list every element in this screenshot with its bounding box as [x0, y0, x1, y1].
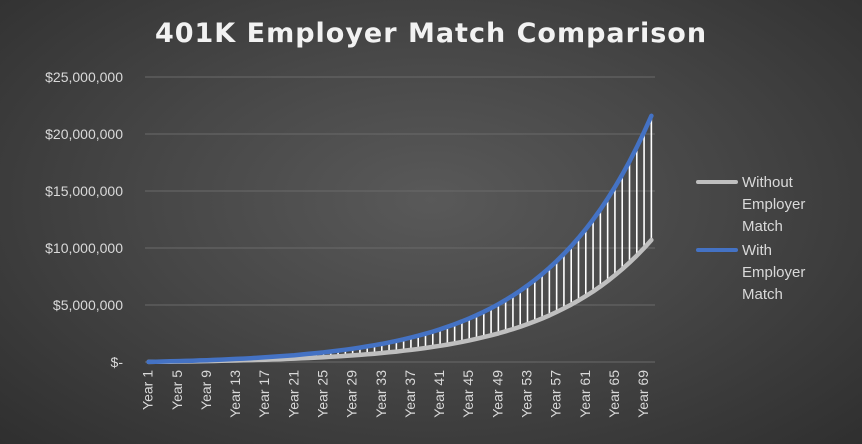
legend-swatch-without-match	[696, 180, 738, 184]
series-line-without-match	[146, 237, 654, 365]
legend-item-with-match: With Employer Match	[696, 240, 836, 306]
x-tick-label: Year 25	[315, 370, 331, 418]
x-tick-label: Year 37	[402, 370, 418, 418]
y-tick-label: $25,000,000	[45, 69, 123, 85]
x-tick-label: Year 41	[431, 370, 447, 418]
series-line-with-match	[146, 113, 654, 365]
x-tick-label: Year 33	[373, 370, 389, 418]
y-tick-label: $10,000,000	[45, 240, 123, 256]
x-tick-label: Year 69	[635, 370, 651, 418]
x-tick-label: Year 1	[140, 370, 156, 410]
x-tick-label: Year 57	[548, 370, 564, 418]
x-tick-label: Year 49	[489, 370, 505, 418]
legend: Without Employer Match With Employer Mat…	[696, 172, 836, 308]
x-tick-label: Year 9	[198, 370, 214, 410]
chart-title: 401K Employer Match Comparison	[154, 18, 708, 49]
y-tick-label: $5,000,000	[53, 297, 123, 313]
x-tick-label: Year 45	[460, 370, 476, 418]
x-tick-label: Year 17	[256, 370, 272, 418]
x-tick-label: Year 13	[227, 370, 243, 418]
x-tick-label: Year 29	[344, 370, 360, 418]
x-tick-label: Year 65	[606, 370, 622, 418]
y-tick-label: $20,000,000	[45, 126, 123, 142]
x-tick-label: Year 53	[519, 370, 535, 418]
x-tick-label: Year 61	[577, 370, 593, 418]
legend-swatch-with-match	[696, 248, 738, 252]
y-tick-label: $-	[111, 354, 124, 370]
x-tick-label: Year 21	[285, 370, 301, 418]
x-tick-label: Year 5	[169, 370, 185, 410]
legend-item-without-match: Without Employer Match	[696, 172, 836, 238]
y-tick-label: $15,000,000	[45, 183, 123, 199]
legend-label-with-match: With Employer Match	[742, 242, 806, 303]
legend-label-without-match: Without Employer Match	[742, 174, 806, 235]
